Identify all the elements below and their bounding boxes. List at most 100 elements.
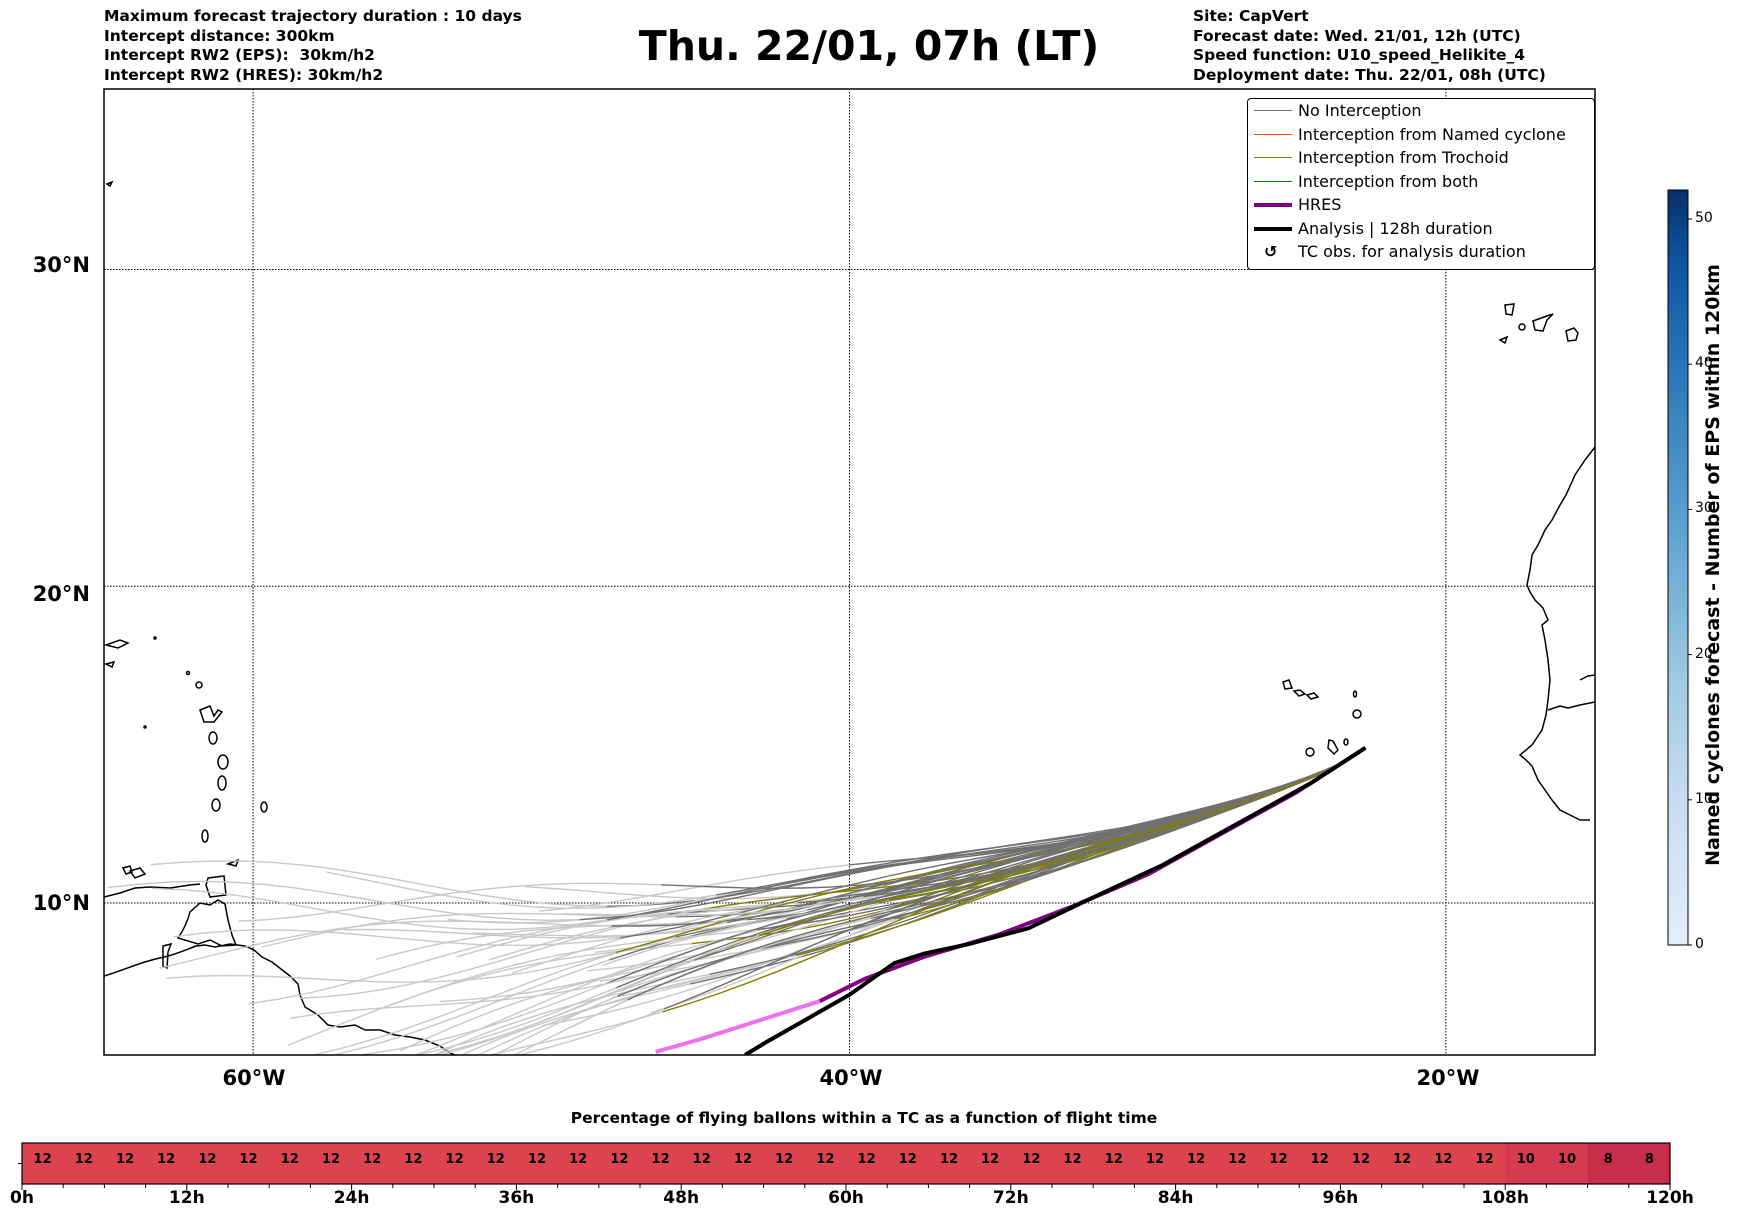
colorbar-tick-label: 10 bbox=[1695, 790, 1713, 807]
colorbar-tick-label: 30 bbox=[1695, 500, 1713, 517]
legend-item-analysis: Analysis | 128h duration bbox=[1248, 218, 1594, 240]
ensemble-trajectory bbox=[675, 747, 1366, 938]
strip-cell-value: 8 bbox=[1644, 1152, 1654, 1167]
ensemble-trajectory-faded bbox=[353, 982, 607, 1055]
ensemble-trajectory-faded bbox=[413, 927, 771, 1055]
island-st-vincent bbox=[211, 798, 221, 812]
strip-cell-value: 12 bbox=[1351, 1152, 1371, 1167]
strip-cell bbox=[1299, 1143, 1341, 1184]
site-text: Site: CapVert bbox=[1193, 7, 1309, 25]
strip-cell-value: 12 bbox=[1393, 1152, 1412, 1167]
strip-cell-value: 12 bbox=[404, 1152, 423, 1167]
legend-swatch-line bbox=[1254, 133, 1292, 135]
strip-cell bbox=[1216, 1143, 1259, 1184]
coastlines bbox=[104, 180, 1595, 1055]
strip-cell bbox=[1628, 1143, 1671, 1184]
island-canary-1 bbox=[1504, 303, 1515, 316]
strip-cell bbox=[310, 1143, 353, 1184]
ensemble-trajectory-faded bbox=[493, 995, 618, 1055]
lon-label-20w: 20°W bbox=[1416, 1066, 1480, 1090]
strip-cell-value: 12 bbox=[857, 1152, 876, 1167]
coast-senegal-river bbox=[1547, 701, 1595, 711]
max-duration-text: Maximum forecast trajectory duration : 1… bbox=[104, 7, 522, 25]
strip-cell bbox=[269, 1143, 311, 1184]
strip-cell bbox=[928, 1143, 971, 1184]
strip-cell-value: 10 bbox=[1516, 1152, 1535, 1167]
coast-venezuela-delta bbox=[176, 899, 238, 947]
legend-swatch-line bbox=[1254, 157, 1292, 158]
island-canary-4 bbox=[1565, 327, 1579, 342]
strip-cell-value: 12 bbox=[1434, 1152, 1453, 1167]
strip-cell bbox=[1381, 1143, 1424, 1184]
coast-africa-inlet bbox=[1579, 674, 1595, 681]
colorbar-frame bbox=[1667, 189, 1689, 946]
legend-item-no-interception: No Interception bbox=[1248, 100, 1594, 122]
strip-cell bbox=[1052, 1143, 1094, 1184]
strip-cell-value: 12 bbox=[651, 1152, 670, 1167]
strip-tick-label: 60h bbox=[828, 1188, 864, 1208]
strip-cell bbox=[887, 1143, 929, 1184]
intercept-hres-text: Intercept RW2 (HRES): 30km/h2 bbox=[104, 65, 384, 84]
ensemble-trajectory-faded bbox=[309, 936, 676, 1055]
strip-tick-label: 0h bbox=[10, 1188, 34, 1208]
header-left-info: Maximum forecast trajectory duration : 1… bbox=[104, 7, 522, 85]
strip-cell-value: 12 bbox=[198, 1152, 217, 1167]
strip-tick-label: 12h bbox=[168, 1188, 205, 1208]
strip-tick-label: 24h bbox=[333, 1188, 370, 1208]
strip-cell bbox=[351, 1143, 394, 1184]
strip-cell-value: 12 bbox=[1228, 1152, 1247, 1167]
island-st-lucia bbox=[217, 775, 227, 791]
strip-cell bbox=[846, 1143, 888, 1184]
ensemble-trajectory-faded bbox=[562, 896, 864, 917]
colorbar-gradient bbox=[1668, 190, 1688, 945]
strip-cell bbox=[186, 1143, 229, 1184]
strip-cell-value: 12 bbox=[321, 1152, 341, 1167]
ensemble-trajectory-faded bbox=[173, 929, 621, 946]
strip-cell-value: 12 bbox=[445, 1152, 464, 1167]
strip-cell bbox=[228, 1143, 270, 1184]
tc-obs-marker-icon: ↺ bbox=[1264, 242, 1278, 261]
legend-item-tc-obs: ↺ TC obs. for analysis duration bbox=[1248, 241, 1594, 263]
ensemble-trajectory-faded bbox=[248, 913, 668, 1005]
strip-cell-value: 12 bbox=[1063, 1152, 1082, 1167]
strip-cell-value: 12 bbox=[239, 1152, 258, 1167]
island-cape-verde-4 bbox=[1352, 690, 1358, 698]
island-fogo bbox=[1305, 747, 1315, 757]
strip-cell bbox=[145, 1143, 188, 1184]
main-title: Thu. 22/01, 07h (LT) bbox=[0, 22, 1748, 70]
ensemble-trajectory bbox=[878, 747, 1366, 905]
coast-trinidad bbox=[205, 875, 227, 898]
island-grenada bbox=[201, 829, 209, 843]
strip-tick-label: 120h bbox=[1646, 1188, 1694, 1208]
ensemble-trajectory bbox=[661, 747, 1366, 890]
strip-cell bbox=[1422, 1143, 1465, 1184]
flight-time-strip bbox=[18, 1142, 1671, 1190]
island-cape-verde-1 bbox=[1282, 679, 1294, 690]
strip-cell-value: 12 bbox=[1187, 1152, 1206, 1167]
coast-west-africa bbox=[1518, 446, 1595, 821]
legend-label: HRES bbox=[1298, 195, 1342, 214]
ensemble-trajectory bbox=[698, 747, 1366, 911]
strip-cell-value: 12 bbox=[610, 1152, 629, 1167]
strip-cell-value: 12 bbox=[157, 1152, 176, 1167]
strip-cell-value: 12 bbox=[33, 1152, 52, 1167]
ensemble-trajectory-faded bbox=[261, 912, 676, 948]
speed-function-text: Speed function: U10_speed_Helikite_4 bbox=[1193, 46, 1526, 64]
analysis-trajectory bbox=[744, 746, 1367, 1055]
ensemble-trajectory-faded bbox=[151, 860, 607, 907]
ensemble-trajectory-faded bbox=[428, 962, 688, 1055]
strip-cell bbox=[392, 1143, 435, 1184]
legend-swatch-line bbox=[1254, 110, 1292, 111]
strip-cell bbox=[681, 1143, 723, 1184]
legend-item-named-cyclone: Interception from Named cyclone bbox=[1248, 124, 1594, 146]
strip-cell-value: 12 bbox=[898, 1152, 917, 1167]
island-canary-5 bbox=[1498, 335, 1509, 345]
ensemble-trajectory bbox=[726, 747, 1366, 924]
strip-cell bbox=[640, 1143, 682, 1184]
island-guadeloupe bbox=[199, 705, 224, 723]
ensemble-trajectory bbox=[662, 747, 1366, 1013]
legend-label: Analysis | 128h duration bbox=[1298, 218, 1493, 238]
island-abc bbox=[121, 865, 133, 875]
legend: No Interception Interception from Named … bbox=[1247, 98, 1595, 270]
strip-cell-value: 10 bbox=[1557, 1152, 1577, 1167]
